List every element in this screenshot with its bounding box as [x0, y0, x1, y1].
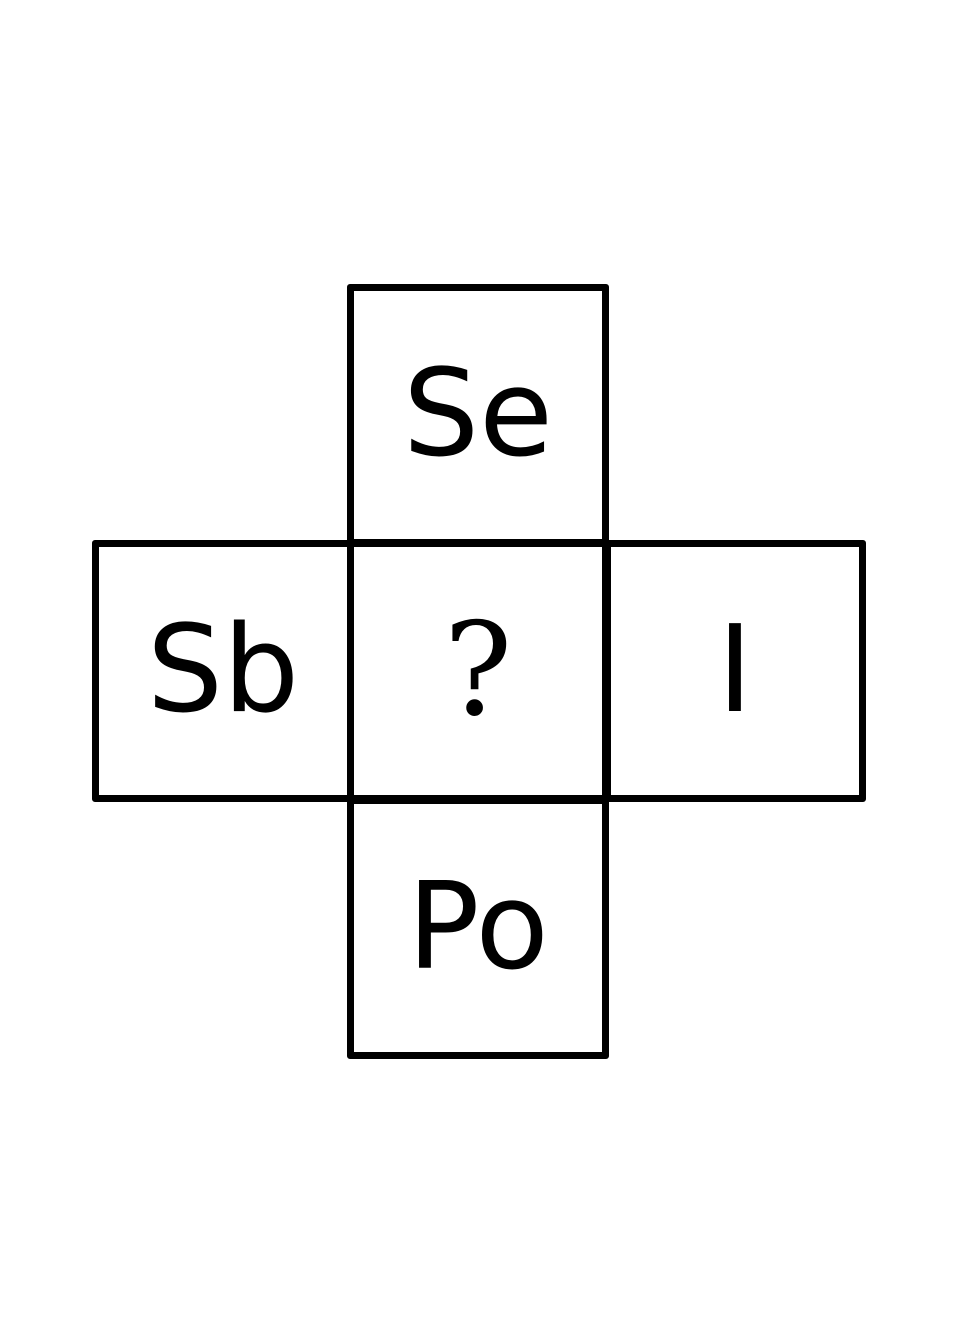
cell-bottom: Po	[347, 797, 609, 1059]
cell-top-label: Se	[403, 345, 553, 484]
cell-top: Se	[347, 284, 609, 546]
cell-bottom-label: Po	[407, 858, 549, 997]
cell-right: I	[604, 540, 866, 802]
cell-center: ?	[347, 540, 609, 802]
cell-center-question-mark: ?	[443, 596, 513, 745]
cell-left-label: Sb	[146, 601, 300, 740]
cell-right-label: I	[717, 601, 753, 740]
cell-left: Sb	[92, 540, 354, 802]
